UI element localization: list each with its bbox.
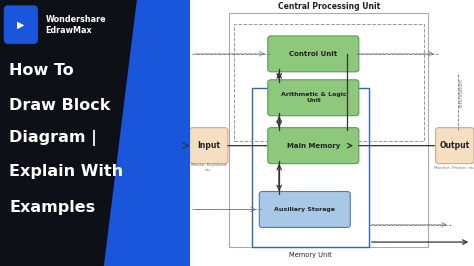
Text: Arithmetic & Logic
Unit: Arithmetic & Logic Unit xyxy=(281,92,346,103)
Text: Explain With: Explain With xyxy=(9,164,124,179)
Polygon shape xyxy=(104,0,199,266)
Text: Draw Block: Draw Block xyxy=(9,98,111,113)
Text: Auxiliary Storage: Auxiliary Storage xyxy=(274,207,335,212)
FancyBboxPatch shape xyxy=(268,36,359,72)
Bar xyxy=(252,88,369,247)
Bar xyxy=(229,13,428,247)
Text: Input: Input xyxy=(197,141,220,150)
Text: Diagram |: Diagram | xyxy=(9,130,97,146)
Bar xyxy=(234,24,424,141)
FancyBboxPatch shape xyxy=(268,128,359,164)
Text: ▶: ▶ xyxy=(17,19,25,30)
Text: Monitor, Printer, etc.: Monitor, Printer, etc. xyxy=(434,165,474,170)
FancyBboxPatch shape xyxy=(436,128,474,164)
Text: EdrawMax: EdrawMax xyxy=(46,26,92,35)
Text: Mouse, Keyboard,
etc.: Mouse, Keyboard, etc. xyxy=(191,163,227,172)
Text: Central Processing Unit: Central Processing Unit xyxy=(278,2,380,11)
Text: Information: Information xyxy=(459,79,464,107)
Text: Examples: Examples xyxy=(9,200,96,215)
FancyBboxPatch shape xyxy=(259,192,350,227)
FancyBboxPatch shape xyxy=(4,5,38,44)
FancyBboxPatch shape xyxy=(190,128,228,164)
Text: Control Unit: Control Unit xyxy=(289,51,337,57)
Text: Memory Unit: Memory Unit xyxy=(289,252,332,258)
Text: Main Memory: Main Memory xyxy=(287,143,340,149)
Text: Output: Output xyxy=(440,141,470,150)
FancyBboxPatch shape xyxy=(268,80,359,116)
Text: How To: How To xyxy=(9,63,74,78)
Text: Wondershare: Wondershare xyxy=(46,15,106,24)
